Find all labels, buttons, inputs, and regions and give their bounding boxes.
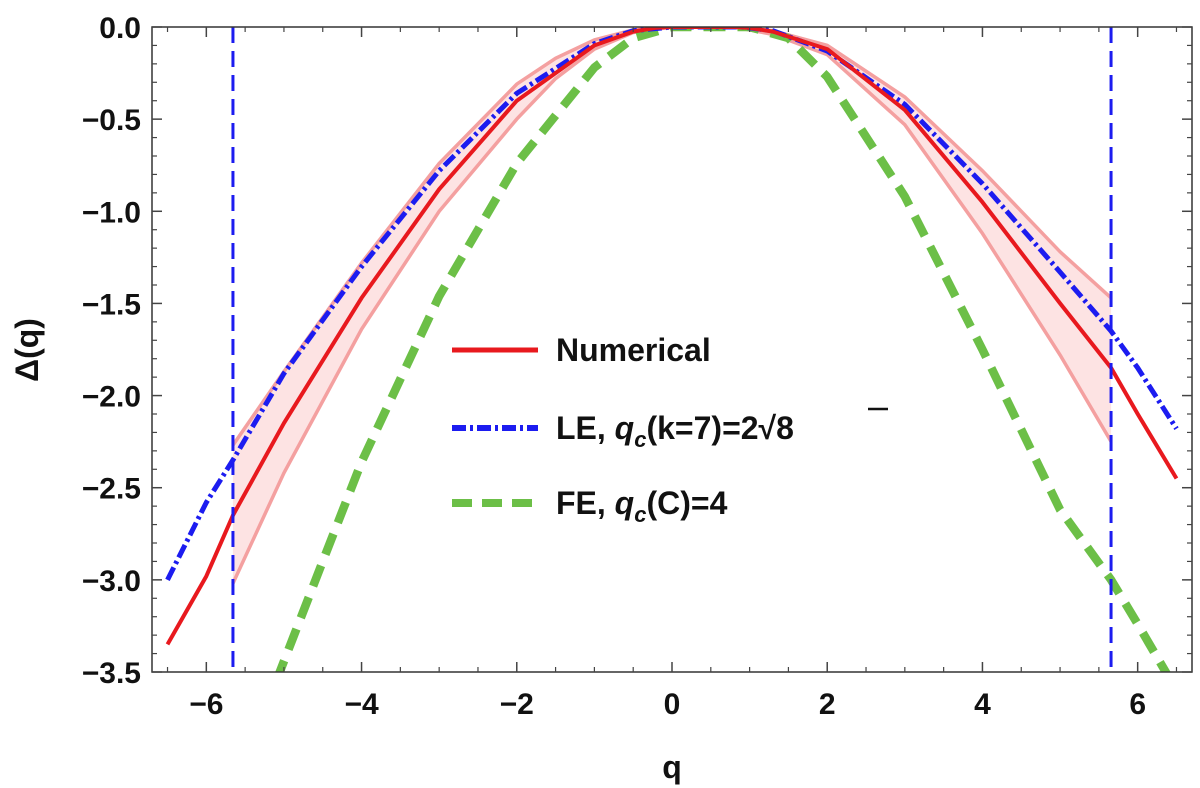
x-tick-label: −2 [500, 688, 534, 721]
y-tick-label: 0.0 [99, 12, 141, 45]
x-tick-label: 4 [974, 688, 991, 721]
legend-le-sqrt-num: 8 [776, 410, 794, 446]
legend-le-prefix: LE, [556, 410, 615, 446]
series-layer [165, 27, 1179, 672]
legend-label-numerical: Numerical [556, 332, 711, 368]
x-tick-label: −6 [189, 688, 223, 721]
legend-le-q: q [615, 410, 635, 446]
y-tick-label: −0.5 [82, 104, 141, 137]
y-tick-label: −2.5 [82, 473, 141, 506]
series-le-line [165, 27, 1179, 582]
x-tick-label: −4 [344, 688, 379, 721]
legend-le-sub: c [634, 427, 646, 452]
band-fill [232, 27, 1112, 584]
series-numerical-line [165, 27, 1179, 646]
legend-label-fe: FE, qc(C)=4 [556, 485, 728, 527]
x-tick-label: 0 [664, 688, 681, 721]
legend-le-mid: (k=7)=2 [646, 410, 758, 446]
legend-fe-rest: (C)=4 [646, 485, 727, 521]
y-axis-label: Δ(q) [9, 318, 45, 382]
series-fe-line [275, 27, 1171, 672]
band-upper-edge [231, 27, 1113, 447]
legend-label-le: LE, qc(k=7)=2√8 [556, 410, 794, 452]
x-tick-label: 6 [1129, 688, 1146, 721]
vertical-lines-layer [231, 27, 1113, 672]
x-tick-label: 2 [819, 688, 836, 721]
y-tick-label: −1.0 [82, 196, 141, 229]
legend: Numerical LE, qc(k=7)=2√8 FE, qc(C)=4 [452, 332, 888, 527]
y-tick-label: −2.0 [82, 381, 141, 414]
y-tick-label: −3.5 [82, 657, 141, 690]
legend-fe-sub: c [634, 502, 646, 527]
y-tick-label: −1.5 [82, 288, 141, 321]
legend-le-radical: √ [759, 410, 777, 446]
y-tick-label: −3.0 [82, 565, 141, 598]
x-axis-label: q [662, 749, 682, 785]
tick-layer: −6 −4 −2 0 2 4 6 0.0 −0.5 −1.0 −1.5 −2.0 −2.5 −3.0 −3.… [82, 12, 1192, 721]
legend-fe-q: q [615, 485, 635, 521]
legend-fe-prefix: FE, [556, 485, 615, 521]
